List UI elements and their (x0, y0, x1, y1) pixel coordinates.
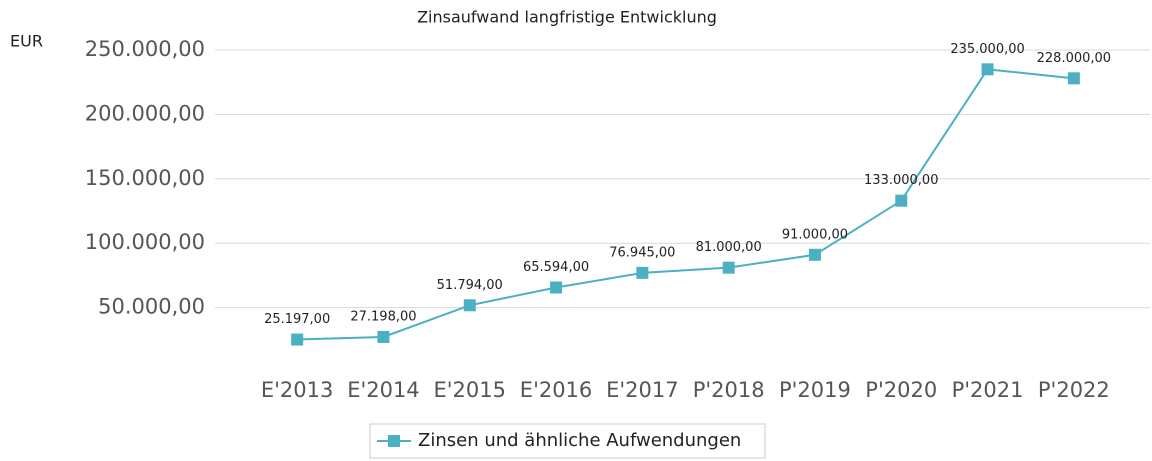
data-label: 65.594,00 (523, 260, 589, 275)
data-label: 81.000,00 (696, 240, 762, 255)
x-tick-label: P'2018 (693, 378, 765, 402)
x-tick-label: P'2020 (865, 378, 937, 402)
data-point (377, 330, 390, 343)
x-tick-label: E'2017 (606, 378, 679, 402)
y-axis-label: EUR (10, 32, 43, 51)
data-point (808, 248, 821, 261)
x-tick-label: E'2014 (347, 378, 420, 402)
chart-title: Zinsaufwand langfristige Entwicklung (417, 8, 717, 27)
data-point (550, 281, 563, 294)
legend-marker (388, 435, 400, 447)
data-label: 51.794,00 (437, 278, 503, 293)
legend-label: Zinsen und ähnliche Aufwendungen (418, 430, 741, 451)
data-label: 91.000,00 (782, 227, 848, 242)
x-tick-label: P'2019 (779, 378, 851, 402)
series-line (297, 68, 1074, 341)
y-tick-label: 100.000,00 (85, 230, 205, 254)
data-point (722, 261, 735, 274)
data-point (981, 63, 994, 76)
y-tick-label: 150.000,00 (85, 166, 205, 190)
y-tick-label: 50.000,00 (98, 295, 205, 319)
data-point (291, 333, 304, 346)
x-tick-label: P'2021 (952, 378, 1024, 402)
x-tick-label: P'2022 (1038, 378, 1110, 402)
x-tick-label: E'2016 (520, 378, 593, 402)
data-label: 133.000,00 (864, 173, 938, 188)
data-label: 228.000,00 (1037, 51, 1111, 66)
data-label: 25.197,00 (264, 312, 330, 327)
data-label: 235.000,00 (950, 42, 1024, 57)
data-point (636, 266, 649, 279)
data-label: 27.198,00 (350, 309, 416, 324)
x-tick-label: E'2013 (261, 378, 334, 402)
y-tick-label: 200.000,00 (85, 101, 205, 125)
y-tick-label: 250.000,00 (85, 37, 205, 61)
data-point (1067, 72, 1080, 85)
data-label: 76.945,00 (609, 245, 675, 260)
x-tick-label: E'2015 (434, 378, 507, 402)
data-point (895, 194, 908, 207)
legend-box (369, 423, 766, 459)
data-point (463, 299, 476, 312)
